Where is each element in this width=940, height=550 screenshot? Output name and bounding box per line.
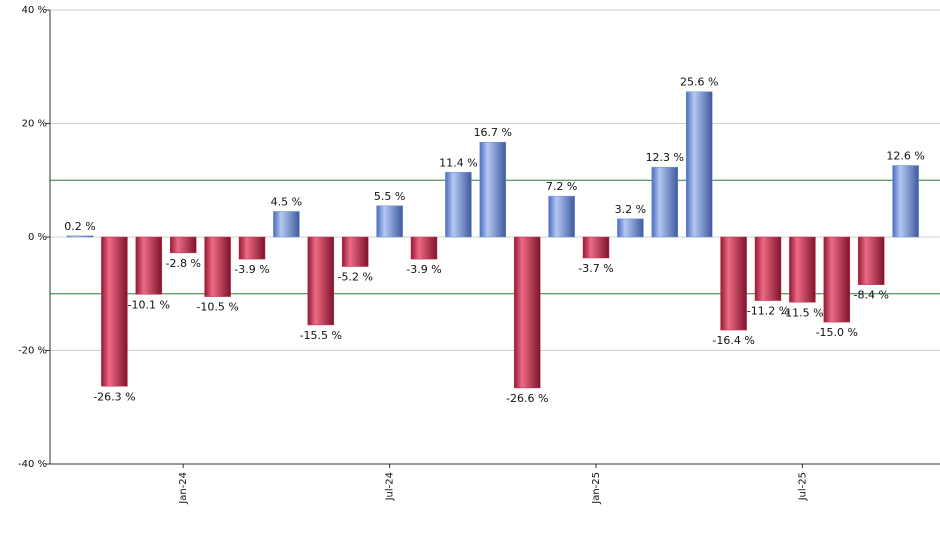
value-label: 12.6 % (886, 149, 924, 162)
value-label: -3.7 % (578, 262, 613, 275)
value-label: -15.5 % (300, 329, 342, 342)
bar (823, 236, 851, 323)
value-label: 4.5 % (271, 195, 302, 208)
value-label: -16.4 % (712, 334, 754, 347)
value-label: -11.2 % (747, 305, 789, 318)
y-tick-label: 40 % (22, 5, 47, 16)
value-label: -8.4 % (853, 289, 888, 302)
value-label: -3.9 % (406, 263, 441, 276)
y-tick-label: 0 % (28, 232, 47, 243)
bar (376, 205, 403, 238)
bar (204, 236, 231, 297)
bar (513, 236, 541, 389)
bar (307, 236, 335, 326)
bar (582, 236, 610, 259)
bar (548, 195, 575, 238)
value-label: 5.5 % (374, 190, 405, 203)
bar (445, 172, 472, 238)
x-tick-label: Jan-25 (591, 472, 602, 505)
value-label: -26.6 % (506, 392, 548, 405)
x-tick-label: Jan-24 (178, 472, 189, 505)
bar (754, 236, 782, 301)
x-tick-label: Jul-24 (385, 472, 396, 501)
bar (479, 141, 507, 238)
value-label: -2.8 % (165, 257, 200, 270)
value-label: -15.0 % (816, 326, 858, 339)
value-label: 0.2 % (64, 220, 95, 233)
y-tick-label: 20 % (22, 119, 47, 130)
value-label: 16.7 % (474, 126, 512, 139)
value-label: 11.4 % (439, 156, 477, 169)
value-label: 12.3 % (646, 151, 684, 164)
bar (101, 236, 128, 387)
bar (857, 236, 885, 285)
x-tick-label: Jul-25 (797, 472, 808, 501)
bar (66, 235, 94, 238)
value-label: -10.1 % (128, 298, 170, 311)
bar (135, 236, 163, 295)
value-label: -3.9 % (234, 263, 269, 276)
bar (273, 211, 300, 238)
bar (651, 166, 679, 238)
bar (685, 91, 713, 238)
bar (410, 236, 438, 260)
value-label: 25.6 % (680, 76, 718, 89)
y-tick-label: -40 % (18, 459, 47, 470)
bar (892, 165, 919, 238)
bar (720, 236, 747, 331)
bar (169, 236, 197, 254)
value-label: -11.5 % (781, 306, 823, 319)
value-label: 7.2 % (546, 180, 577, 193)
bar (238, 236, 266, 260)
bar (341, 236, 369, 267)
value-label: -26.3 % (93, 390, 135, 403)
bar (617, 218, 644, 238)
value-label: -5.2 % (337, 271, 372, 284)
value-label: -10.5 % (196, 301, 238, 314)
value-label: 3.2 % (615, 203, 646, 216)
y-tick-label: -20 % (18, 346, 47, 357)
bar (789, 236, 816, 303)
